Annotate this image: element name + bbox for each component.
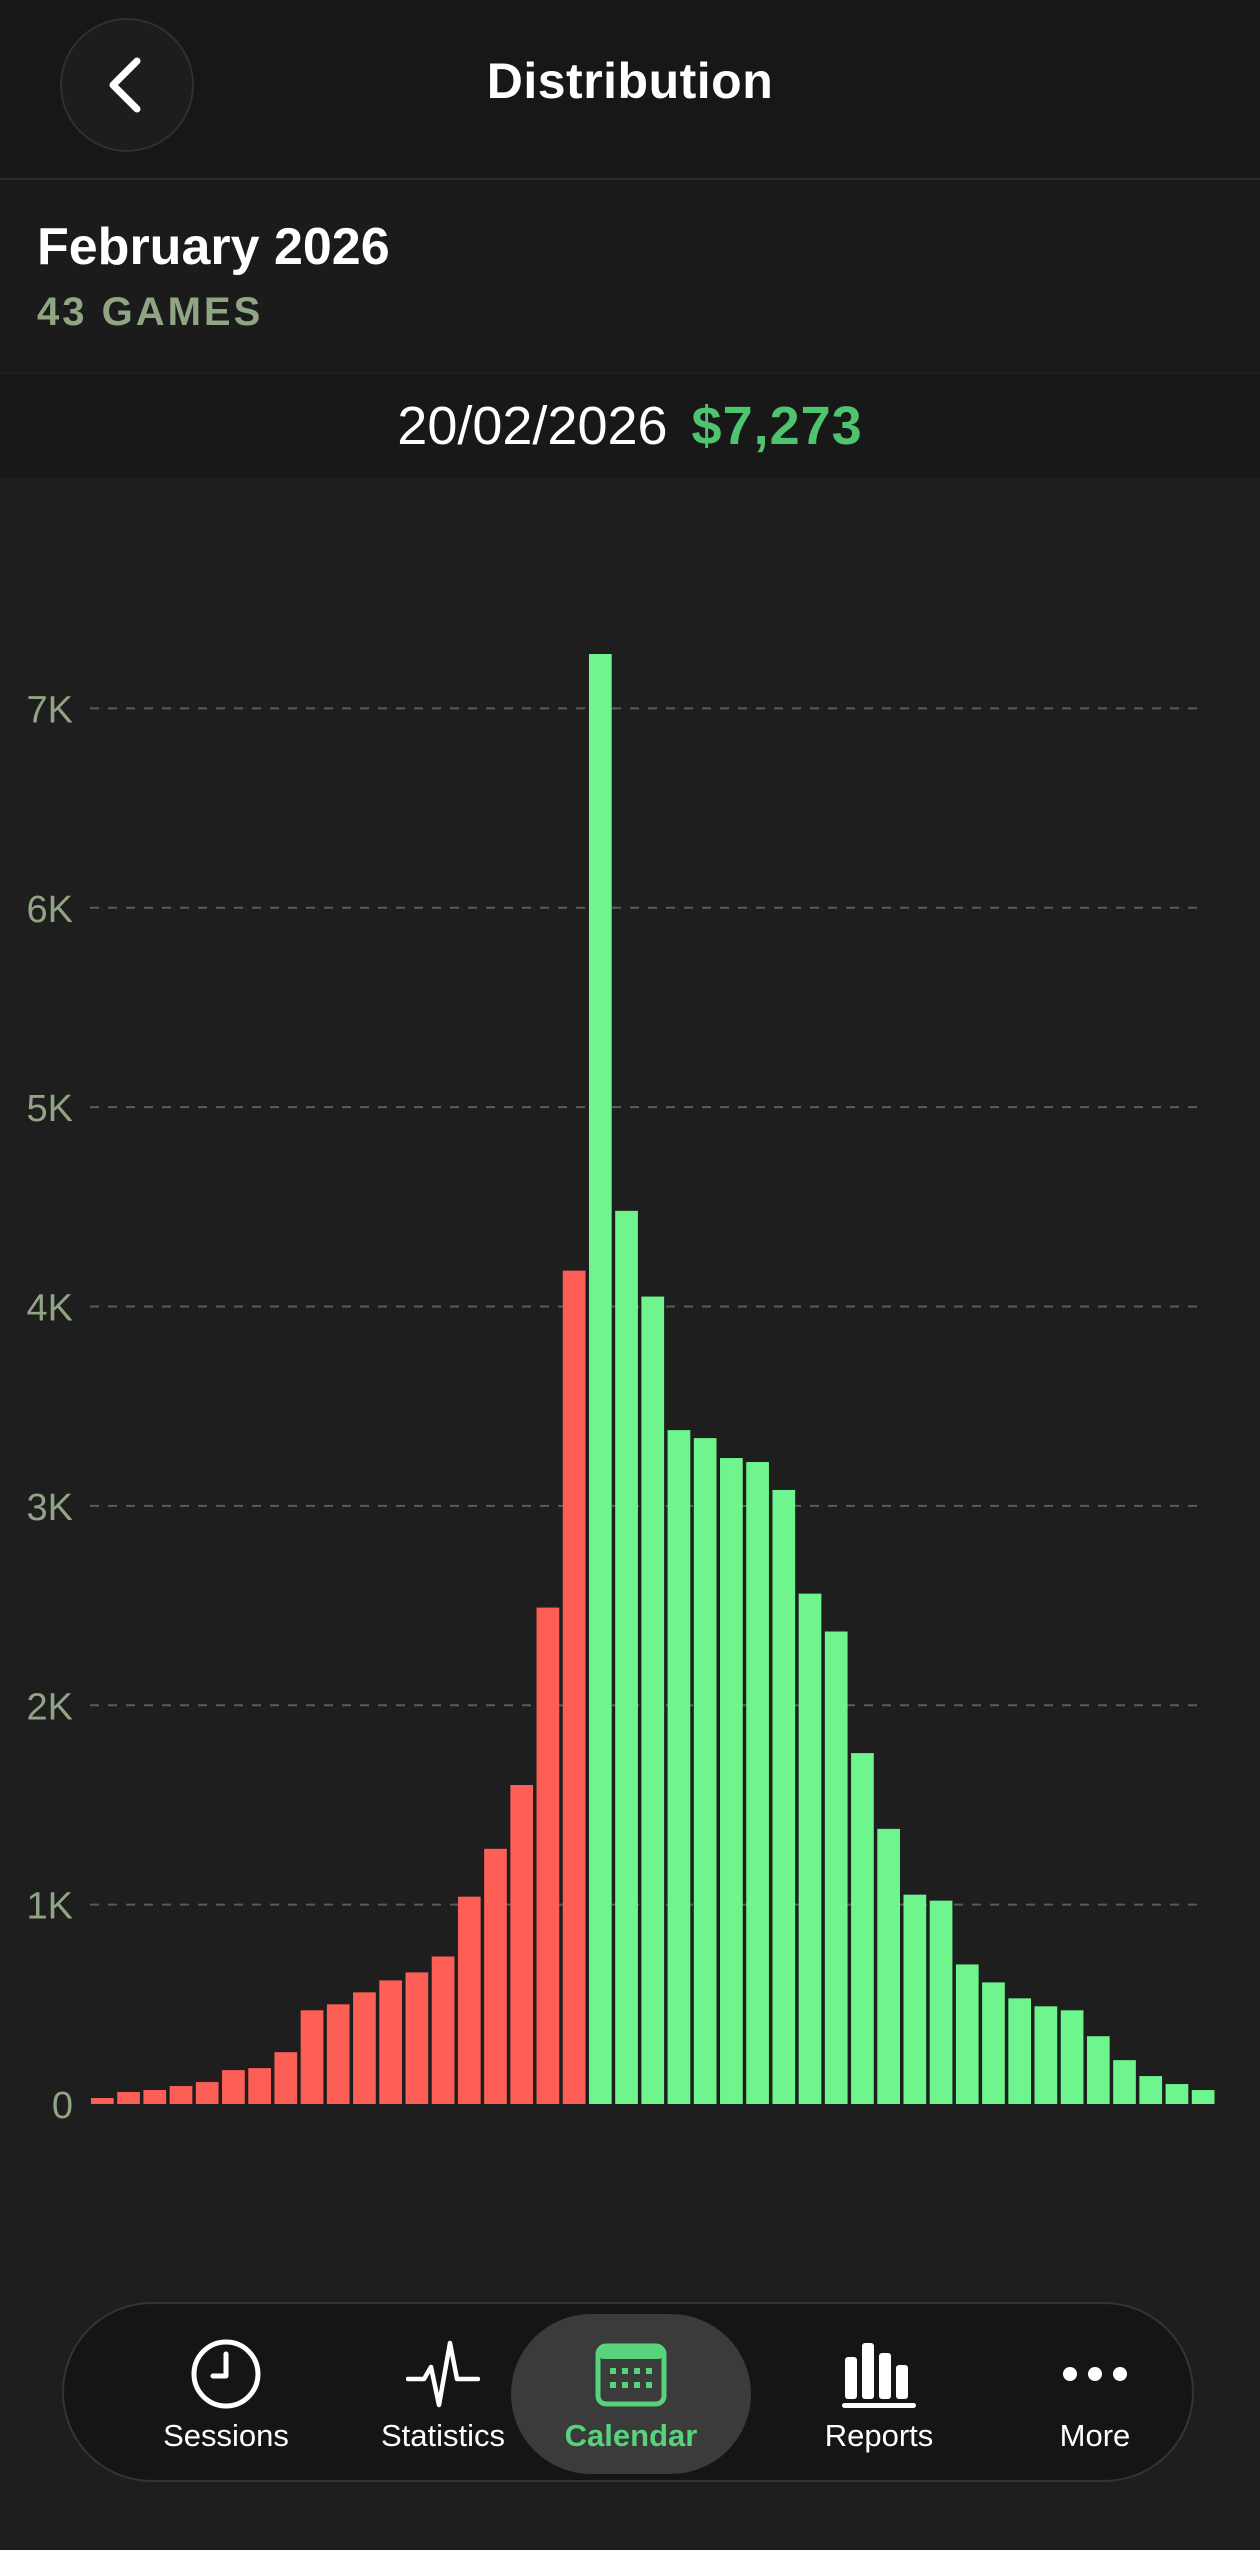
histogram-bar[interactable] <box>615 1210 638 2104</box>
y-tick-label: 4K <box>27 1288 73 1330</box>
selected-date: 20/02/2026 <box>397 396 668 456</box>
histogram-bar[interactable] <box>353 1992 376 2104</box>
histogram-bar[interactable] <box>824 1631 848 2105</box>
histogram-bar[interactable] <box>1191 2090 1215 2104</box>
histogram-bar[interactable] <box>877 1828 900 2104</box>
histogram-bar[interactable] <box>667 1430 691 2104</box>
chevron-left-icon <box>109 57 141 113</box>
histogram-bar[interactable] <box>484 1848 507 2104</box>
histogram-bar[interactable] <box>746 1462 769 2104</box>
histogram-bar[interactable] <box>431 1956 455 2104</box>
histogram-bar[interactable] <box>982 1982 1005 2104</box>
more-icon <box>1063 2367 1127 2381</box>
tab-statistics-label: Statistics <box>380 2418 506 2453</box>
histogram-bar[interactable] <box>457 1896 481 2104</box>
histogram-bar[interactable] <box>222 2070 245 2104</box>
tab-reports[interactable]: Reports <box>770 2314 988 2474</box>
chart-svg[interactable]: 0 1K 2K 3K 4K 5K 6K 7K <box>0 478 1260 2178</box>
histogram-bar[interactable] <box>1165 2084 1189 2104</box>
selected-amount: $7,273 <box>691 396 863 456</box>
histogram-bar[interactable] <box>248 2068 271 2104</box>
histogram-bar[interactable] <box>693 1438 717 2104</box>
tab-reports-label: Reports <box>824 2418 934 2453</box>
histogram-bar[interactable] <box>1086 2036 1110 2104</box>
tab-calendar-label: Calendar <box>564 2418 698 2453</box>
histogram-bar[interactable] <box>1034 2006 1058 2104</box>
y-tick-label: 2K <box>27 1686 73 1728</box>
selected-bar-info: 20/02/2026 $7,273 <box>0 374 1260 478</box>
back-button[interactable] <box>60 18 194 152</box>
top-bar: Distribution <box>0 0 1260 180</box>
histogram-bar[interactable] <box>641 1296 665 2104</box>
histogram-bar[interactable] <box>143 2090 167 2104</box>
clock-icon <box>191 2339 261 2409</box>
tab-sessions[interactable]: Sessions <box>117 2314 335 2474</box>
histogram-bar[interactable] <box>851 1753 874 2104</box>
games-count: 43 GAMES <box>37 290 264 334</box>
month-title: February 2026 <box>37 218 390 276</box>
histogram-bar[interactable] <box>903 1894 927 2104</box>
tab-bar: Sessions Statistics Calendar <box>62 2302 1194 2482</box>
histogram-bar[interactable] <box>562 1270 586 2104</box>
histogram-bar[interactable] <box>117 2092 140 2104</box>
tab-sessions-label: Sessions <box>163 2418 289 2453</box>
histogram-bar[interactable] <box>720 1458 743 2104</box>
histogram-bar[interactable] <box>169 2086 193 2104</box>
histogram-bar[interactable] <box>1139 2076 1163 2104</box>
tab-more-label: More <box>1059 2418 1131 2453</box>
y-tick-label: 6K <box>27 889 73 931</box>
calendar-icon <box>595 2343 667 2407</box>
histogram-bar[interactable] <box>195 2082 219 2104</box>
y-tick-label: 7K <box>27 689 73 731</box>
pulse-icon <box>406 2340 480 2408</box>
y-tick-label: 5K <box>27 1088 73 1130</box>
histogram-bar[interactable] <box>772 1489 796 2104</box>
histogram-bar[interactable] <box>588 654 612 2104</box>
tab-calendar[interactable]: Calendar <box>511 2314 751 2474</box>
bar-chart-icon <box>842 2343 916 2408</box>
distribution-chart[interactable]: 0 1K 2K 3K 4K 5K 6K 7K <box>0 478 1260 2178</box>
y-tick-label: 3K <box>27 1487 73 1529</box>
histogram-bar[interactable] <box>536 1607 560 2104</box>
histogram-bar[interactable] <box>91 2098 114 2104</box>
histogram-bar[interactable] <box>405 1972 429 2104</box>
histogram-bar[interactable] <box>1008 1998 1032 2104</box>
histogram-bar[interactable] <box>1113 2060 1136 2104</box>
histogram-bar[interactable] <box>929 1900 953 2104</box>
page-title: Distribution <box>486 53 774 109</box>
histogram-bar[interactable] <box>955 1964 979 2104</box>
tab-more[interactable]: More <box>986 2314 1204 2474</box>
y-tick-label: 0 <box>52 2085 73 2127</box>
month-summary: February 2026 43 GAMES <box>0 180 1260 372</box>
histogram-bar[interactable] <box>379 1980 403 2104</box>
histogram-bar[interactable] <box>326 2004 350 2104</box>
tab-statistics[interactable]: Statistics <box>334 2314 552 2474</box>
y-tick-label: 1K <box>27 1886 73 1928</box>
histogram-bar[interactable] <box>274 2052 298 2104</box>
histogram-bar[interactable] <box>1060 2010 1084 2104</box>
histogram-bar[interactable] <box>510 1785 534 2104</box>
histogram-bar[interactable] <box>300 2010 324 2104</box>
histogram-bar[interactable] <box>798 1593 822 2104</box>
